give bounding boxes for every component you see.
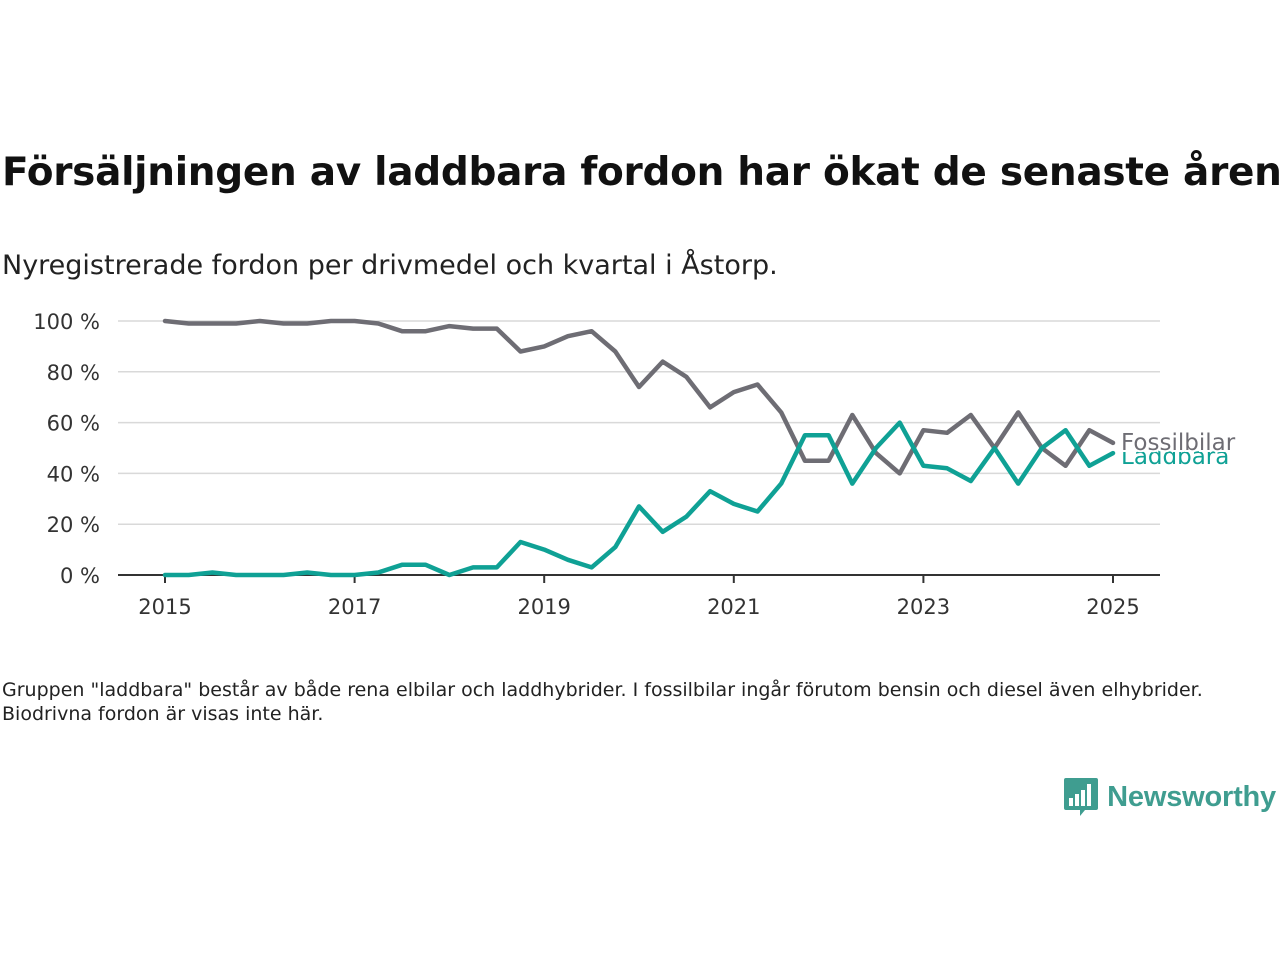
newsworthy-logo[interactable]: Newsworthy <box>1063 776 1276 818</box>
y-tick-label: 60 % <box>47 412 100 436</box>
y-tick-label: 40 % <box>47 462 100 486</box>
y-tick-label: 80 % <box>47 361 100 385</box>
chart-footnote: Gruppen "laddbara" består av både rena e… <box>2 679 1203 725</box>
chart-title: Försäljningen av laddbara fordon har öka… <box>2 150 1280 195</box>
x-tick-label: 2021 <box>707 595 760 619</box>
x-tick-label: 2025 <box>1086 595 1139 619</box>
x-tick-label: 2023 <box>897 595 950 619</box>
series-label-fossilbilar: Fossilbilar <box>1121 430 1236 456</box>
x-tick-label: 2015 <box>138 595 191 619</box>
x-tick-label: 2017 <box>328 595 381 619</box>
y-tick-label: 100 % <box>33 310 100 334</box>
series-label-laddbara: Laddbara <box>1121 444 1229 470</box>
series-line-fossilbilar <box>162 318 1116 476</box>
line-chart: 0 % 20 % 40 % 60 % 80 % 100 % 2015 2017 2019 2021… <box>33 310 1237 619</box>
y-tick-label: 0 % <box>60 564 100 588</box>
bar-chart-speech-bubble-icon <box>1064 778 1099 816</box>
brand-name: Newsworthy <box>1107 780 1276 813</box>
chart-subtitle: Nyregistrerade fordon per drivmedel och … <box>2 250 778 281</box>
series-line-laddbara <box>162 420 1116 578</box>
y-tick-label: 20 % <box>47 513 100 537</box>
x-tick-label: 2019 <box>517 595 570 619</box>
